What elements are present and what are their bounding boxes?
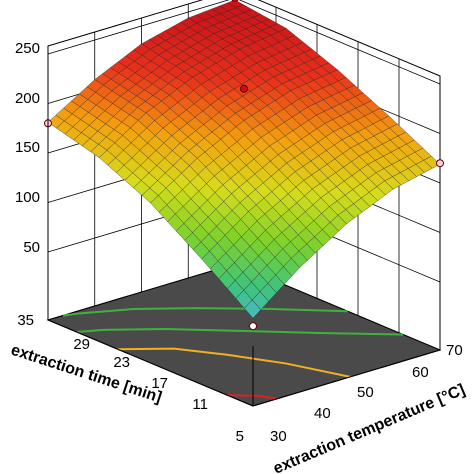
y-tick-label: 60 [412, 364, 429, 381]
design-points [44, 0, 444, 331]
surface-cell [244, 299, 262, 319]
x-axis-line [47, 319, 254, 407]
contour-line [226, 393, 278, 400]
x-tick-label: 23 [113, 354, 130, 371]
y-ticks: 70 60 50 40 30 [270, 342, 463, 445]
z-tick-label: 250 [15, 40, 40, 57]
contour-line [62, 307, 348, 317]
x-tick-label: 5 [236, 428, 244, 445]
design-point [436, 159, 444, 168]
y-tick-label: 50 [357, 384, 374, 401]
x-ticks: 35 29 23 17 11 5 [17, 312, 244, 445]
z-tick-label: 200 [15, 90, 40, 107]
design-point [240, 84, 248, 93]
contour-line [76, 327, 404, 336]
z-tick-label: 150 [15, 139, 40, 156]
y-tick-label: 70 [446, 342, 463, 359]
axes [47, 46, 441, 407]
z-ticks: 250 200 150 100 50 [15, 40, 40, 256]
x-tick-label: 35 [17, 312, 34, 329]
x-tick-label: 29 [73, 336, 90, 353]
z-tick-label: 100 [15, 189, 40, 206]
design-point [249, 322, 257, 331]
x-tick-label: 17 [151, 375, 168, 392]
y-axis-line [252, 349, 441, 407]
design-point [231, 0, 239, 2]
y-tick-label: 30 [270, 428, 287, 445]
floor-contours [62, 307, 404, 400]
contour-line [117, 347, 351, 378]
z-tick-label: 50 [23, 239, 40, 256]
y-tick-label: 40 [314, 405, 331, 422]
x-tick-label: 11 [192, 396, 208, 413]
response-surface [47, 0, 441, 319]
z-gridline [47, 0, 441, 85]
